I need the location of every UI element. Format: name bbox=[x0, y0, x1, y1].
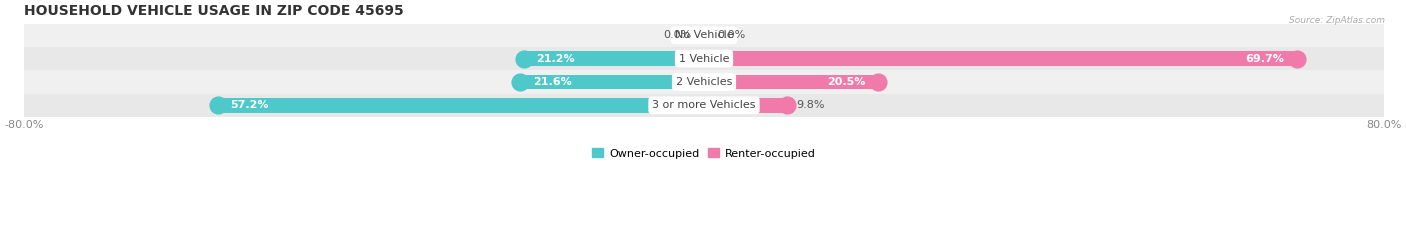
Text: 2 Vehicles: 2 Vehicles bbox=[676, 77, 733, 87]
Text: Source: ZipAtlas.com: Source: ZipAtlas.com bbox=[1289, 16, 1385, 25]
Bar bbox=[704, 51, 1296, 66]
Bar bbox=[524, 51, 704, 66]
Text: 57.2%: 57.2% bbox=[231, 100, 269, 110]
Text: 9.8%: 9.8% bbox=[796, 100, 824, 110]
Text: 0.0%: 0.0% bbox=[664, 30, 692, 40]
Text: HOUSEHOLD VEHICLE USAGE IN ZIP CODE 45695: HOUSEHOLD VEHICLE USAGE IN ZIP CODE 4569… bbox=[24, 4, 404, 18]
Text: No Vehicle: No Vehicle bbox=[675, 30, 734, 40]
Bar bbox=[704, 75, 879, 89]
Bar bbox=[704, 98, 787, 113]
Text: 20.5%: 20.5% bbox=[827, 77, 866, 87]
Text: 0.0%: 0.0% bbox=[717, 30, 745, 40]
Text: 69.7%: 69.7% bbox=[1244, 54, 1284, 64]
Text: 21.6%: 21.6% bbox=[533, 77, 572, 87]
Bar bbox=[218, 98, 704, 113]
Bar bbox=[24, 24, 1384, 47]
Legend: Owner-occupied, Renter-occupied: Owner-occupied, Renter-occupied bbox=[588, 144, 820, 163]
Bar bbox=[520, 75, 704, 89]
Text: 21.2%: 21.2% bbox=[537, 54, 575, 64]
Bar bbox=[24, 70, 1384, 94]
Bar bbox=[24, 47, 1384, 70]
Bar bbox=[24, 94, 1384, 117]
Text: 1 Vehicle: 1 Vehicle bbox=[679, 54, 730, 64]
Text: 3 or more Vehicles: 3 or more Vehicles bbox=[652, 100, 756, 110]
